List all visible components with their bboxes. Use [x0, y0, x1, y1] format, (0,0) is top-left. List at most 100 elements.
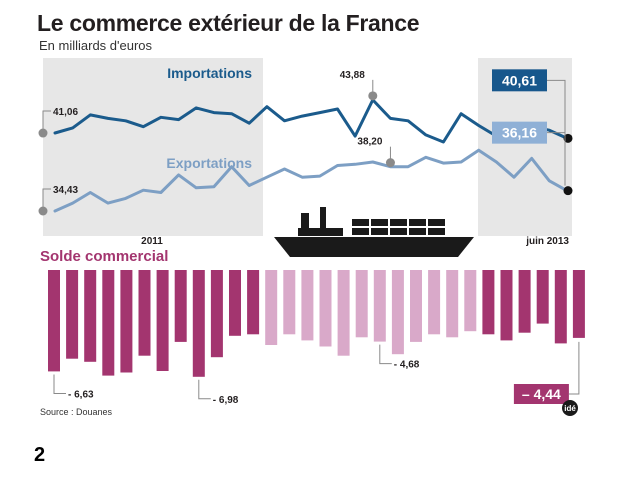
- logo-text: idé: [564, 404, 576, 413]
- exports-point: [530, 157, 533, 160]
- container-8: [390, 228, 407, 235]
- balance-label-0: - 6,63: [68, 389, 94, 400]
- exports-point: [248, 184, 251, 187]
- balance-bar: [410, 270, 422, 342]
- imports-point: [195, 106, 198, 110]
- imports-point: [424, 133, 427, 137]
- balance-bar: [337, 270, 350, 356]
- imports-point: [124, 119, 127, 123]
- exports-leader-start: [42, 188, 51, 211]
- balance-bar: [84, 270, 97, 362]
- exports-point: [89, 191, 92, 194]
- balance-label-2: - 4,68: [394, 360, 420, 371]
- imports-point: [389, 117, 392, 120]
- exports-point: [336, 164, 339, 167]
- balance-bar: [554, 270, 567, 344]
- imports-point: [406, 119, 410, 123]
- imports-point: [212, 111, 216, 114]
- exports-point: [265, 176, 269, 179]
- balance-bar: [265, 270, 278, 345]
- imports-point: [53, 131, 57, 135]
- exports-line: [53, 148, 569, 213]
- imports-point: [177, 118, 180, 121]
- ship-bridge: [298, 228, 343, 236]
- exports-label-peak: 38,20: [357, 137, 382, 148]
- exports-marker-end: [563, 186, 573, 196]
- balance-bar: [373, 270, 386, 342]
- imports-point: [442, 140, 445, 144]
- exports-point: [142, 189, 145, 192]
- balance-bar: [48, 270, 60, 372]
- balance-bar: [482, 270, 495, 335]
- balance-leader-0: [53, 374, 66, 394]
- balance-leader-2: [379, 344, 392, 365]
- balance-bar: [446, 270, 459, 338]
- balance-bar: [301, 270, 314, 341]
- imports-point: [159, 116, 163, 119]
- imports-point: [248, 122, 251, 125]
- balance-bar: [355, 270, 368, 338]
- imports-line: [53, 98, 569, 144]
- imports-point: [89, 113, 92, 117]
- exports-point: [371, 160, 374, 164]
- exports-point: [406, 165, 410, 168]
- balance-bar: [210, 270, 223, 358]
- exports-point: [159, 191, 163, 194]
- exports-point: [177, 173, 180, 177]
- exports-point: [512, 176, 516, 179]
- balance-bar: [120, 270, 133, 373]
- ship-hull: [274, 237, 474, 257]
- exports-point: [124, 197, 127, 200]
- imports-label-box: [492, 69, 547, 92]
- exports-leader-end: [547, 132, 566, 186]
- imports-label-start: 41,06: [53, 107, 78, 118]
- exports-point: [106, 201, 110, 205]
- balance-label-box: [513, 384, 569, 404]
- exports-point: [548, 179, 551, 182]
- exports-label-start: 34,43: [53, 185, 78, 196]
- imports-point: [301, 114, 304, 118]
- exports-marker-start: [38, 206, 48, 216]
- container-10: [428, 228, 445, 235]
- imports-leader-start: [42, 110, 51, 134]
- balance-leader-end: [568, 341, 580, 395]
- exports-point: [459, 160, 463, 164]
- exports-point: [301, 176, 304, 179]
- ship-funnel: [301, 213, 309, 229]
- imports-label-end: 40,61: [502, 72, 537, 88]
- imports-point: [336, 107, 339, 111]
- exports-point: [230, 165, 233, 168]
- exports-point: [195, 186, 198, 189]
- container-2: [371, 219, 388, 226]
- exports-point: [477, 149, 480, 152]
- balance-bar: [283, 270, 296, 335]
- balance-bar: [138, 270, 151, 356]
- container-1: [352, 219, 369, 226]
- balance-bar: [572, 270, 585, 338]
- exports-point: [353, 163, 357, 166]
- container-7: [371, 228, 388, 235]
- exports-point: [495, 160, 498, 164]
- imports-point: [477, 124, 480, 127]
- logo-badge: [562, 400, 578, 416]
- page-number: 2: [34, 444, 46, 466]
- container-3: [390, 219, 407, 226]
- exports-point: [424, 156, 427, 159]
- x-start-label: 2011: [141, 236, 163, 247]
- exports-point: [212, 185, 216, 188]
- balance-bar: [229, 270, 241, 336]
- balance-bar: [500, 270, 513, 341]
- balance-bar: [518, 270, 531, 333]
- imports-leader-end: [547, 79, 566, 134]
- imports-series-label: Importations: [167, 65, 252, 81]
- container-6: [352, 228, 369, 235]
- imports-point: [230, 112, 233, 115]
- imports-label-peak: 43,88: [340, 70, 365, 81]
- imports-point: [548, 129, 551, 132]
- exports-point: [442, 161, 445, 165]
- imports-point: [106, 117, 110, 120]
- balance-bar: [192, 270, 205, 377]
- bars-layer: - 6,63 - 6,98 - 4,68 – 4,44: [48, 270, 585, 406]
- imports-point: [71, 126, 74, 130]
